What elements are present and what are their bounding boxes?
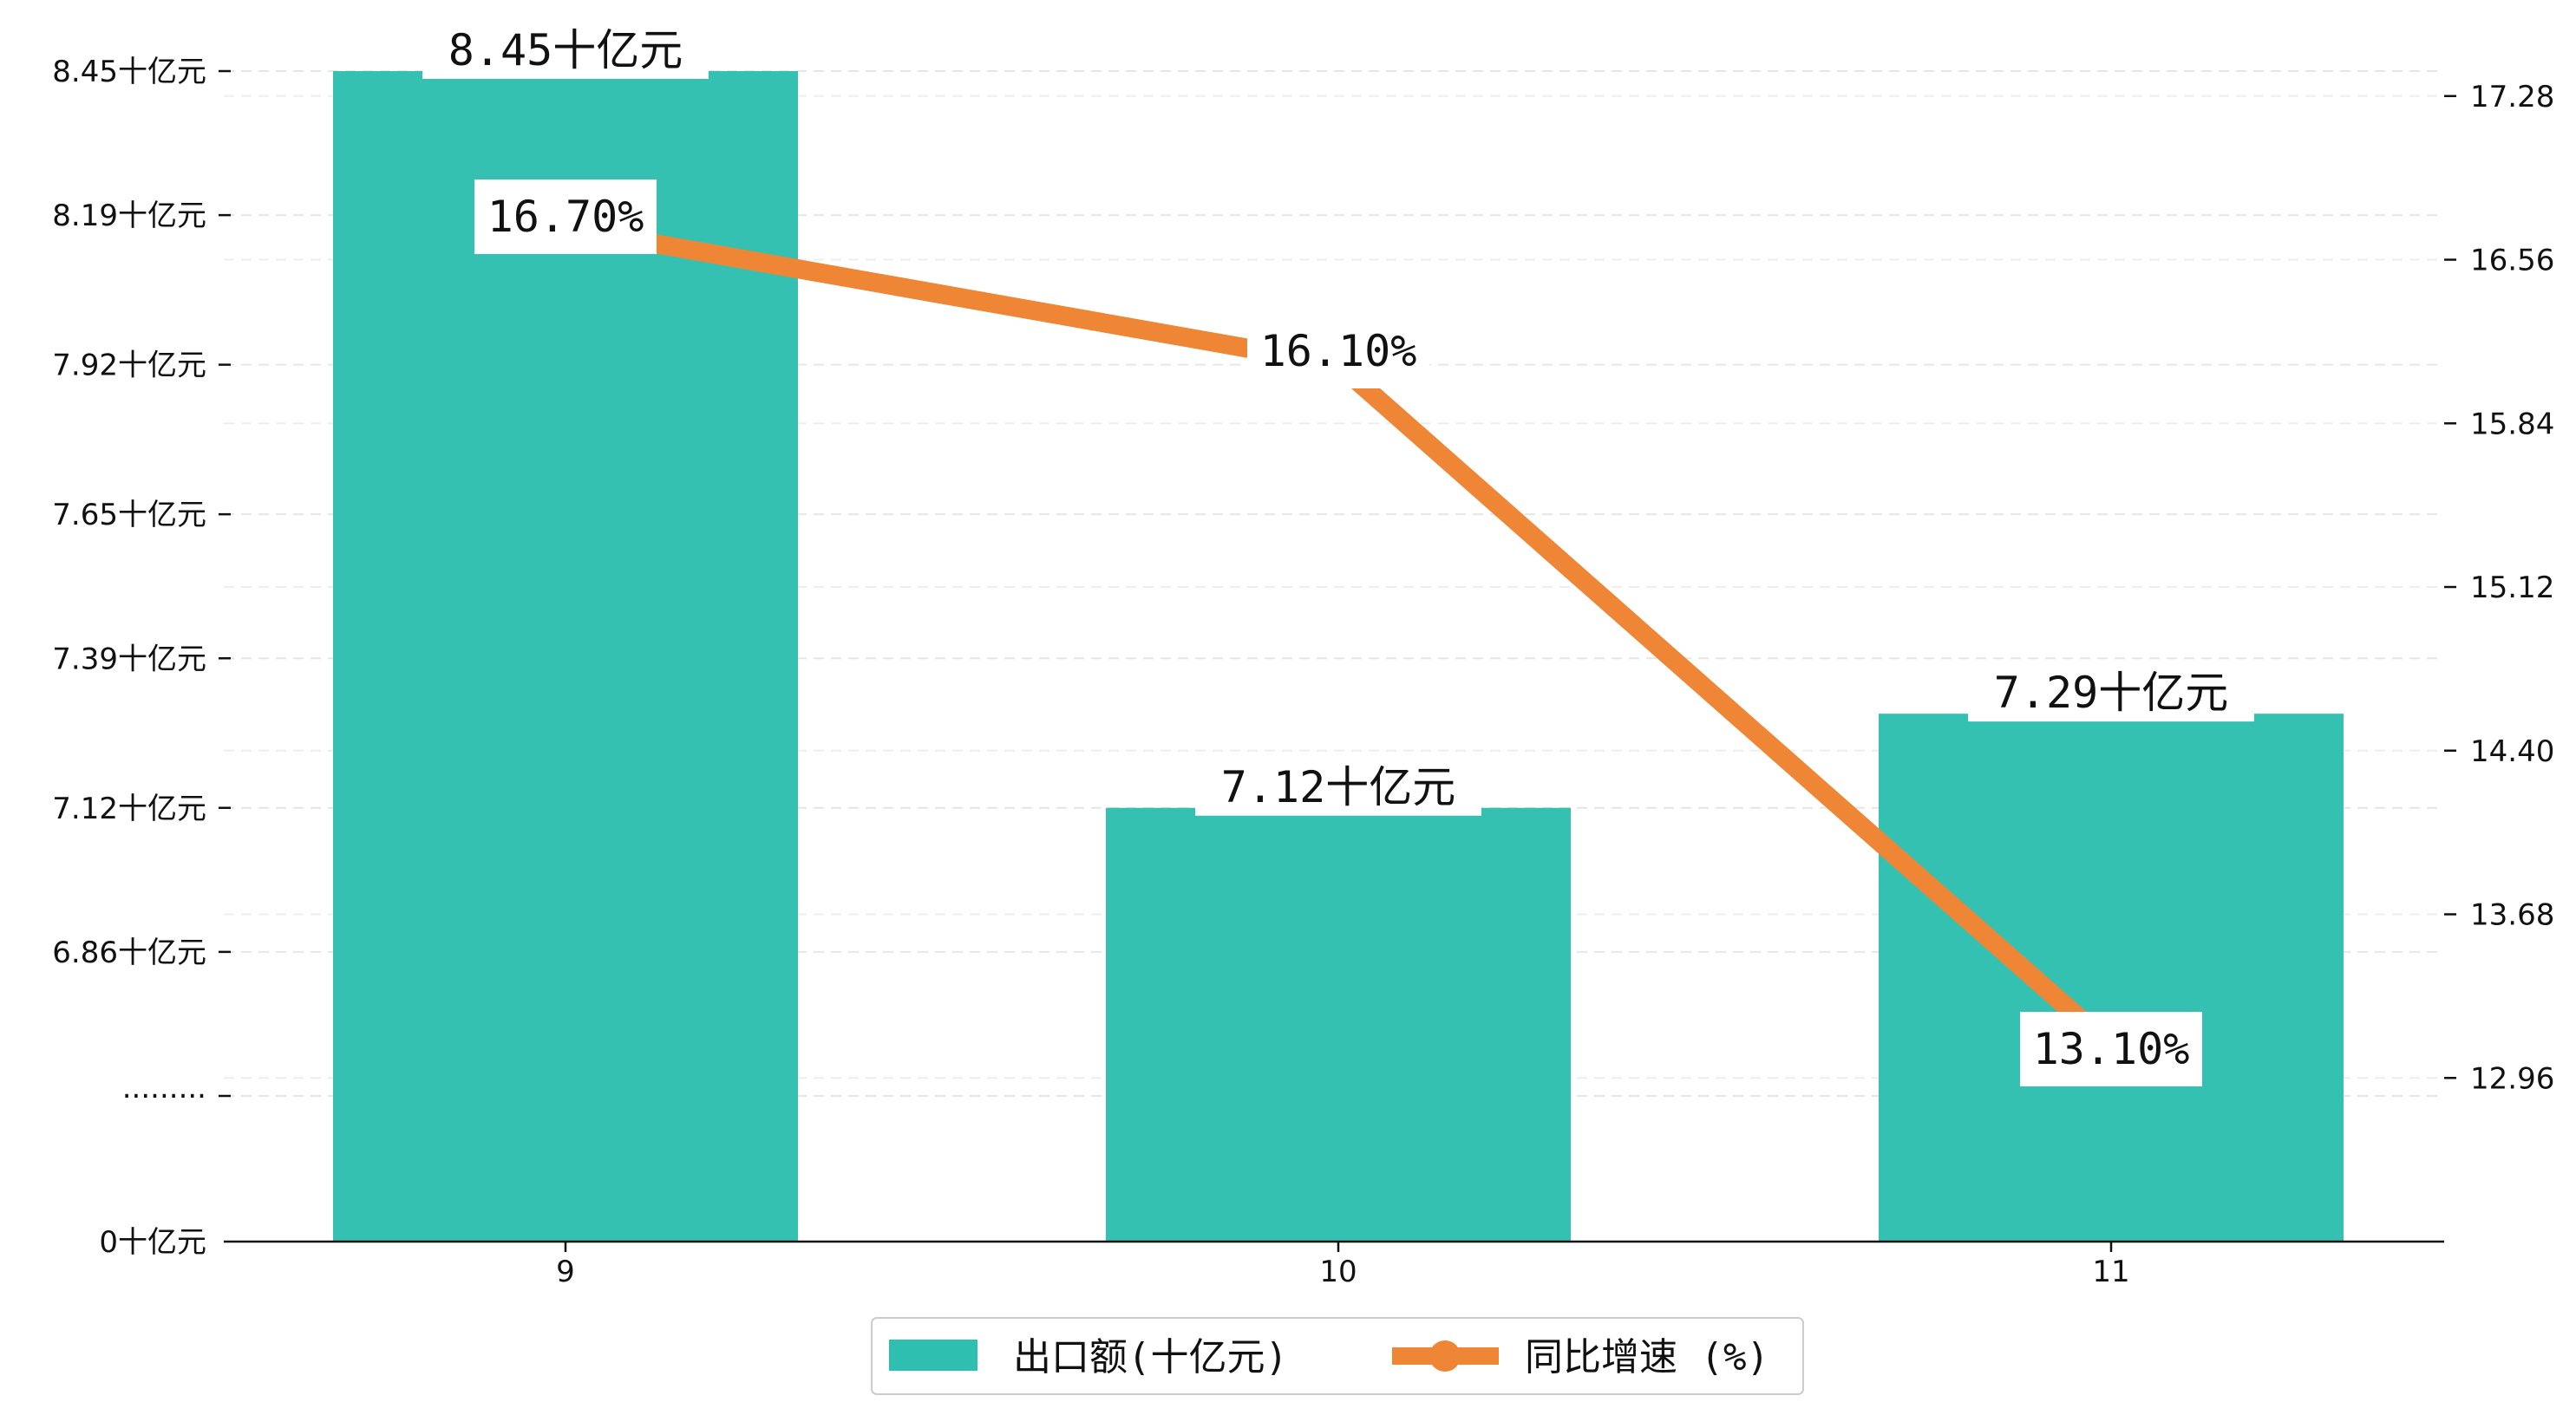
- y-tick-label-left: 8.45十亿元: [52, 55, 206, 89]
- x-tick-label: 10: [1319, 1255, 1357, 1289]
- y-tick-label-left: .........: [122, 1071, 206, 1105]
- y-tick-label-left: 8.19十亿元: [52, 199, 206, 233]
- legend-swatch-bar: [889, 1340, 977, 1371]
- y-tick-label-left: 7.39十亿元: [52, 642, 206, 676]
- bar-value-label: 8.45十亿元: [448, 25, 683, 75]
- bar: [1879, 714, 2344, 1242]
- y-tick-label-right: 13.68: [2470, 898, 2554, 933]
- y-tick-label-right: 16.56: [2470, 244, 2554, 278]
- x-tick-label: 9: [556, 1255, 575, 1289]
- y-tick-label-right: 17.28: [2470, 80, 2554, 114]
- legend-marker-line: [1429, 1340, 1461, 1372]
- x-tick-label: 11: [2092, 1255, 2129, 1289]
- y-tick-label-left: 7.92十亿元: [52, 349, 206, 383]
- y-tick-label-right: 15.12: [2470, 571, 2554, 605]
- bar-value-label: 7.29十亿元: [1994, 668, 2228, 718]
- y-tick-label-right: 12.96: [2470, 1061, 2554, 1096]
- legend-label-line: 同比增速 (%): [1525, 1335, 1769, 1379]
- y-tick-label-right: 14.40: [2470, 734, 2554, 769]
- y-tick-label-left: 7.12十亿元: [52, 792, 206, 826]
- y-tick-label-left: 0十亿元: [99, 1225, 206, 1260]
- bar-value-label: 7.12十亿元: [1221, 762, 1455, 812]
- legend-label-bar: 出口额(十亿元): [1013, 1335, 1288, 1379]
- legend: 出口额(十亿元) 同比增速 (%): [872, 1318, 1803, 1394]
- line-value-label: 16.10%: [1260, 326, 1417, 376]
- line-value-label: 13.10%: [2033, 1024, 2190, 1074]
- y-tick-label-right: 15.84: [2470, 407, 2554, 441]
- y-tick-label-left: 7.65十亿元: [52, 498, 206, 532]
- y-tick-label-left: 6.86十亿元: [52, 936, 206, 970]
- line-value-label: 16.70%: [487, 192, 644, 242]
- bar: [1106, 808, 1571, 1242]
